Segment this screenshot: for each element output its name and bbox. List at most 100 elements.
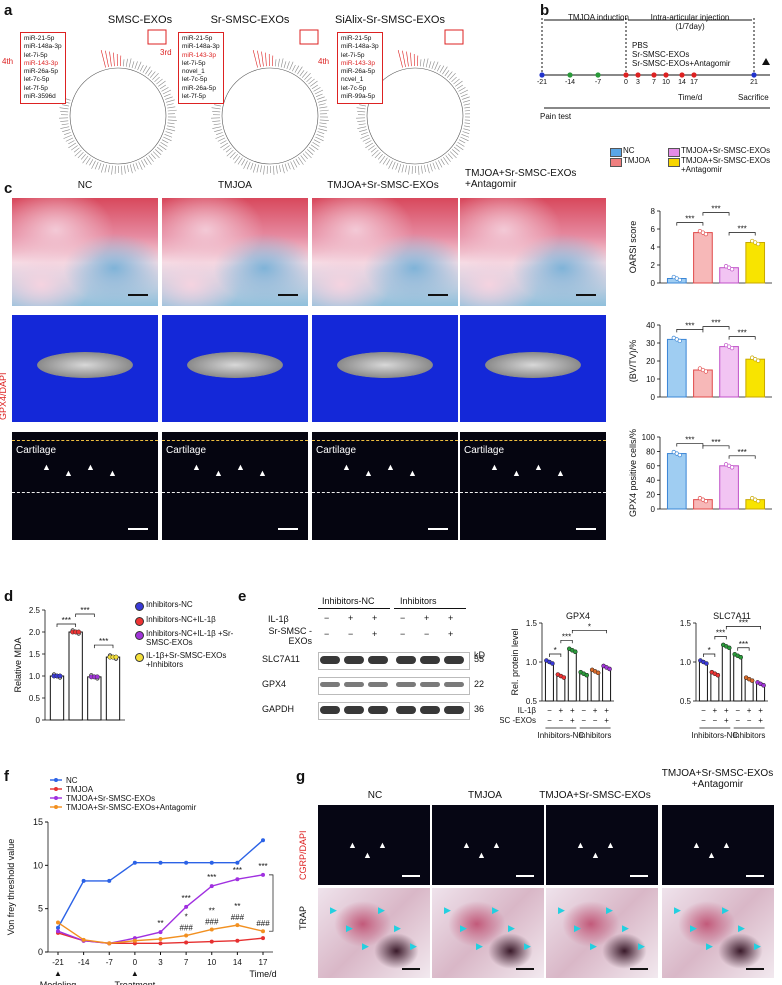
circos-tick bbox=[105, 50, 109, 67]
bar bbox=[693, 369, 713, 398]
circos-tick bbox=[252, 163, 257, 173]
scale-bar bbox=[630, 875, 648, 877]
circos-tick bbox=[397, 163, 402, 173]
data-point bbox=[715, 672, 721, 678]
data-point bbox=[703, 231, 709, 237]
arrowhead-icon: ▲ bbox=[477, 850, 486, 860]
circos-tick bbox=[142, 65, 148, 73]
legend-label: TMJOA bbox=[66, 785, 94, 794]
sig-label: *** bbox=[99, 637, 108, 646]
circos-tick bbox=[386, 159, 391, 166]
sig-bracket bbox=[93, 644, 114, 649]
sig-bracket bbox=[728, 336, 756, 340]
sig-label: ### bbox=[256, 919, 270, 928]
circos-tick bbox=[295, 158, 300, 165]
legend-label: TMJOA bbox=[623, 156, 651, 165]
timeline-dot bbox=[567, 72, 573, 78]
c-bar-charts: 0 2 4 6 8 OARSI score *** *** *** 0 10 20 30 40 (BV/TV… bbox=[628, 205, 772, 517]
circos-tick bbox=[145, 66, 151, 75]
x-sign: − bbox=[593, 716, 598, 725]
circos-tick bbox=[435, 161, 440, 170]
blot-band bbox=[368, 656, 388, 664]
circos-tick bbox=[166, 128, 176, 132]
sig-label: *** bbox=[207, 873, 216, 882]
circos-tick bbox=[312, 142, 320, 147]
sig-bracket bbox=[702, 212, 730, 216]
circos-tick bbox=[220, 140, 227, 145]
data-point bbox=[677, 277, 682, 283]
circos-tick bbox=[154, 76, 160, 83]
dashed-line bbox=[460, 440, 606, 441]
tick-label: 10 bbox=[207, 958, 216, 967]
a-rank-1: 4th bbox=[2, 57, 14, 66]
cyan-arrow-icon: ▶ bbox=[622, 923, 629, 933]
legend-label: TMJOA+Sr-SMSC-EXOs+Antagomir bbox=[66, 803, 197, 812]
tick-label: 10 bbox=[33, 860, 43, 870]
tick-label: 1.5 bbox=[680, 619, 692, 628]
circos-tick bbox=[360, 134, 369, 139]
sig-label: *** bbox=[737, 448, 746, 457]
circos-tick bbox=[317, 96, 325, 100]
circos-tick bbox=[265, 52, 267, 67]
circos-tick bbox=[164, 93, 171, 97]
x-sign: − bbox=[747, 716, 752, 725]
legend-label: TMJOA+Sr-SMSC-EXOs bbox=[681, 146, 771, 155]
circos-tick bbox=[100, 50, 106, 68]
timeline-dot bbox=[751, 72, 757, 78]
tick-label: 60 bbox=[646, 462, 655, 471]
circos-tick bbox=[462, 96, 470, 100]
legend-dot bbox=[135, 653, 144, 662]
sig-bracket bbox=[728, 232, 756, 236]
cyan-arrow-icon: ▶ bbox=[754, 941, 761, 951]
series-point bbox=[132, 938, 137, 943]
circos-highlight bbox=[444, 29, 464, 45]
circos-tick bbox=[77, 151, 84, 159]
circos-tick bbox=[461, 93, 468, 97]
circos-tick bbox=[60, 120, 69, 122]
scale-bar bbox=[746, 968, 764, 970]
sig-bracket bbox=[571, 629, 607, 634]
circos-tick bbox=[455, 144, 464, 151]
circos-tick bbox=[246, 161, 251, 170]
a-mir-list-2: miR-21-5p miR-148a-3p miR-143-3p let-7i-5p… bbox=[178, 32, 224, 105]
bar bbox=[544, 661, 554, 702]
sig-label: * bbox=[588, 622, 591, 631]
circos-highlight bbox=[147, 29, 167, 45]
group-label: Inhibitors-NC bbox=[538, 731, 585, 740]
circos-tick bbox=[74, 149, 82, 157]
legend-marker bbox=[54, 796, 58, 800]
circos-tick bbox=[256, 164, 259, 173]
blot-band bbox=[396, 682, 416, 687]
c-col-3: TMJOA+Sr-SMSC-EXOs bbox=[327, 180, 439, 191]
circos-tick bbox=[463, 128, 470, 131]
circos-tick bbox=[225, 147, 232, 153]
circos-tick bbox=[122, 59, 125, 67]
circos-tick bbox=[237, 157, 243, 165]
protein-label: GPX4 bbox=[262, 679, 287, 689]
x-sign: + bbox=[713, 706, 718, 715]
data-point bbox=[550, 661, 555, 666]
histology-image bbox=[460, 198, 606, 306]
f-vonfrey-chart: 0 5 10 15 -21 -14 -7 0 3 7 10 14 17 Time/d Von frey th… bbox=[6, 776, 277, 985]
tick-label: 20 bbox=[646, 357, 655, 366]
cyan-arrow-icon: ▶ bbox=[476, 941, 483, 951]
arrowhead-icon: ▲ bbox=[556, 468, 565, 478]
axis-label: GPX4 positive cells/% bbox=[628, 429, 638, 517]
a-title-2: Sr-SMSC-EXOs bbox=[210, 14, 290, 26]
microct-bone bbox=[37, 352, 133, 378]
tick-label: 15 bbox=[33, 817, 43, 827]
circos-tick bbox=[287, 162, 291, 170]
circos-tick bbox=[100, 163, 105, 173]
sig-label: ** bbox=[234, 902, 240, 911]
series-point bbox=[56, 925, 60, 930]
e-kd: kD bbox=[474, 650, 485, 660]
circos-tick bbox=[138, 161, 143, 170]
circos-tick bbox=[455, 80, 463, 87]
series-point bbox=[184, 933, 189, 938]
circos-tick bbox=[439, 65, 445, 73]
size-label: 22 bbox=[474, 679, 485, 689]
timeline-dot bbox=[595, 72, 601, 78]
circos-tick bbox=[108, 165, 110, 173]
circos-tick bbox=[129, 164, 133, 174]
